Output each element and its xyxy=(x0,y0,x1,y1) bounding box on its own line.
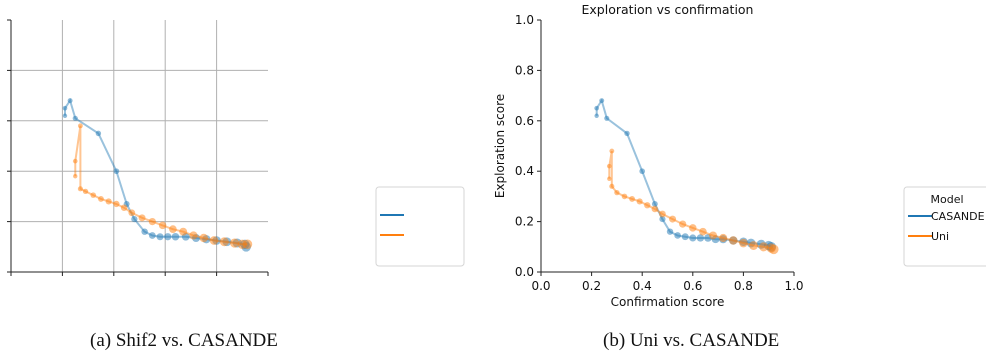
data-point-uni xyxy=(629,196,635,202)
data-point-uni xyxy=(768,244,779,255)
data-point-casande xyxy=(171,232,180,241)
data-point-uni xyxy=(669,215,677,223)
data-point-uni xyxy=(82,188,89,195)
data-point-casande xyxy=(599,98,605,104)
y-axis-label: Exploration score xyxy=(493,94,507,198)
x-tick-label: 0.2 xyxy=(582,279,601,293)
x-axis-label: Confirmation score xyxy=(611,295,725,309)
data-point-uni xyxy=(607,176,612,181)
data-point-uni xyxy=(749,241,758,250)
data-point-casande xyxy=(62,113,68,118)
data-point-casande xyxy=(674,232,681,239)
data-point-casande xyxy=(141,228,148,235)
data-point-uni xyxy=(199,233,208,243)
data-point-uni xyxy=(158,221,167,230)
data-point-casande xyxy=(113,168,120,175)
data-point-uni xyxy=(120,204,128,212)
data-point-uni xyxy=(739,238,748,248)
data-point-casande xyxy=(594,105,599,111)
legend-box xyxy=(375,186,465,267)
legend-label-uni: Uni xyxy=(931,230,949,243)
data-point-casande xyxy=(666,228,674,235)
data-point-casande xyxy=(689,234,697,242)
data-point-uni xyxy=(759,242,769,252)
data-point-casande xyxy=(604,115,610,121)
data-point-uni xyxy=(609,148,615,154)
data-point-uni xyxy=(179,227,188,236)
legend-box xyxy=(903,186,986,267)
data-point-casande xyxy=(624,130,630,137)
data-point-casande xyxy=(131,215,138,223)
legend xyxy=(375,186,465,267)
chart-b: 0.00.0 0.2 0.2 0.4 0.4 0.6 0.6 0.8 0.8 1.0 1.0 Expl… xyxy=(493,2,986,309)
data-point-uni xyxy=(169,225,177,234)
data-point-uni xyxy=(719,233,728,243)
data-point-uni xyxy=(189,231,198,240)
y-tick-label: 0.6 xyxy=(515,114,534,128)
y-tick-label: 0.8 xyxy=(515,63,534,77)
data-point-uni xyxy=(651,205,659,213)
data-point-uni xyxy=(77,186,83,192)
data-point-uni xyxy=(644,202,651,209)
y-tick-label: 1.0 xyxy=(515,13,534,27)
data-point-uni xyxy=(621,193,628,200)
data-point-uni xyxy=(609,183,615,189)
data-point-casande xyxy=(148,232,156,239)
data-point-uni xyxy=(90,192,97,198)
caption-a: (a) Shif2 vs. CASANDE xyxy=(90,330,278,351)
data-point-uni xyxy=(709,231,718,240)
data-point-casande xyxy=(639,168,646,175)
data-point-casande xyxy=(164,233,172,241)
data-point-uni xyxy=(230,238,240,248)
data-point-uni xyxy=(659,210,666,218)
data-point-uni xyxy=(679,220,687,228)
x-tick-label: 0.4 xyxy=(633,279,652,293)
data-point-uni xyxy=(148,217,156,226)
data-point-uni xyxy=(219,237,229,247)
chart-title: Exploration vs confirmation xyxy=(582,2,754,17)
data-point-uni xyxy=(209,236,219,245)
data-point-uni xyxy=(73,174,78,179)
data-point-casande xyxy=(696,234,705,242)
data-point-casande xyxy=(62,105,68,111)
data-point-casande xyxy=(659,216,666,223)
data-point-casande xyxy=(651,201,658,207)
data-point-casande xyxy=(67,98,73,104)
legend-label-casande: CASANDE xyxy=(931,210,985,223)
data-point-uni xyxy=(105,198,112,205)
data-point-uni xyxy=(113,200,120,208)
legend: Model CASANDE Uni xyxy=(903,186,986,267)
figure: 0.00.0 0.2 0.2 0.4 0.4 0.6 0.6 0.8 0.8 1.0 1.0 Expl… xyxy=(7,2,986,309)
data-point-uni xyxy=(242,239,253,250)
legend-title: Model xyxy=(930,193,963,206)
data-point-uni xyxy=(699,227,707,236)
data-point-uni xyxy=(98,196,104,202)
data-point-uni xyxy=(689,224,697,232)
series-line-casande xyxy=(64,98,248,248)
data-point-uni xyxy=(614,189,620,196)
y-tick-label: 0.4 xyxy=(515,164,534,178)
y-tick-label: 0.2 xyxy=(515,215,534,229)
data-point-uni xyxy=(636,198,643,205)
data-point-casande xyxy=(681,233,689,241)
x-tick-label: 0.8 xyxy=(734,279,753,293)
data-point-uni xyxy=(128,209,136,217)
data-point-casande xyxy=(156,233,164,241)
y-tick-label: 0.0 xyxy=(515,265,534,279)
x-tick-label: 0.0 xyxy=(531,279,550,293)
data-point-uni xyxy=(138,214,146,222)
x-tick-label: 1.0 xyxy=(784,279,803,293)
caption-b: (b) Uni vs. CASANDE xyxy=(603,330,780,351)
data-point-uni xyxy=(729,236,738,245)
x-tick-label: 0.6 xyxy=(683,279,702,293)
data-point-uni xyxy=(606,163,612,169)
data-point-uni xyxy=(77,123,83,129)
data-point-casande xyxy=(72,115,78,121)
data-point-casande xyxy=(95,130,102,137)
data-point-uni xyxy=(72,158,78,164)
chart-a xyxy=(7,19,465,276)
data-point-casande xyxy=(594,113,599,118)
